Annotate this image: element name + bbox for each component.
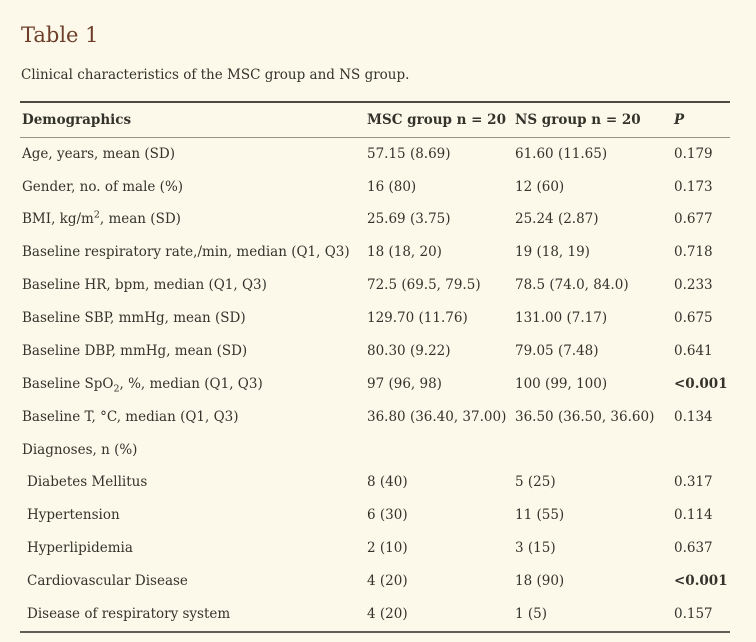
table-row: BMI, kg/m2, mean (SD) 25.69 (3.75) 25.24… — [20, 203, 730, 236]
p-value: 0.179 — [674, 145, 713, 162]
table-header-row: Demographics MSC group n = 20 NS group n… — [20, 101, 730, 138]
ns-group-value: 19 (18, 19) — [515, 244, 590, 261]
ns-group-value — [513, 434, 672, 467]
msc-group-value: 18 (18, 20) — [367, 244, 442, 261]
table-caption: Clinical characteristics of the MSC grou… — [21, 67, 410, 84]
ns-group-value: 18 (90) — [515, 573, 565, 590]
p-value: 0.173 — [674, 178, 713, 195]
row-label: Hyperlipidemia — [27, 540, 133, 557]
table-row: Hypertension 6 (30) 11 (55) 0.114 — [20, 499, 730, 532]
msc-group-value: 6 (30) — [367, 507, 408, 524]
ns-group-value: 36.50 (36.50, 36.60) — [515, 408, 655, 425]
ns-group-value: 1 (5) — [515, 605, 548, 622]
table-row: Baseline HR, bpm, median (Q1, Q3) 72.5 (… — [20, 269, 730, 302]
row-label: Baseline SpO2, %, median (Q1, Q3) — [22, 375, 263, 395]
row-label: Diagnoses, n (%) — [22, 441, 138, 458]
table-row: Cardiovascular Disease 4 (20) 18 (90) <0… — [20, 565, 730, 598]
table-row: Gender, no. of male (%) 16 (80) 12 (60) … — [20, 171, 730, 204]
msc-group-value: 4 (20) — [367, 573, 408, 590]
column-header-ns-group: NS group n = 20 — [513, 101, 672, 138]
p-value: 0.677 — [674, 211, 713, 228]
ns-group-value: 79.05 (7.48) — [515, 342, 599, 359]
ns-group-value: 61.60 (11.65) — [515, 145, 608, 162]
table-row: Age, years, mean (SD) 57.15 (8.69) 61.60… — [20, 137, 730, 170]
table-row: Disease of respiratory system 4 (20) 1 (… — [20, 598, 730, 632]
p-value: 0.637 — [674, 540, 713, 557]
p-value: 0.718 — [674, 244, 713, 261]
row-label: Baseline respiratory rate,/min, median (… — [22, 244, 350, 261]
clinical-characteristics-table: Demographics MSC group n = 20 NS group n… — [20, 100, 730, 633]
ns-group-value: 12 (60) — [515, 178, 565, 195]
row-label: Baseline DBP, mmHg, mean (SD) — [22, 342, 248, 359]
column-header-msc-group: MSC group n = 20 — [365, 101, 513, 138]
p-value: <0.001 — [674, 573, 728, 590]
ns-group-value: 25.24 (2.87) — [515, 211, 599, 228]
msc-group-value: 36.80 (36.40, 37.00) — [367, 408, 507, 425]
table-row: Baseline SBP, mmHg, mean (SD) 129.70 (11… — [20, 302, 730, 335]
table-body: Age, years, mean (SD) 57.15 (8.69) 61.60… — [20, 137, 730, 632]
msc-group-value: 2 (10) — [367, 540, 408, 557]
column-header-demographics: Demographics — [20, 101, 365, 138]
msc-group-value: 97 (96, 98) — [367, 375, 442, 392]
msc-group-value: 16 (80) — [367, 178, 417, 195]
table-row: Baseline SpO2, %, median (Q1, Q3) 97 (96… — [20, 368, 730, 401]
table-row: Baseline T, °C, median (Q1, Q3) 36.80 (3… — [20, 401, 730, 434]
ns-group-value: 11 (55) — [515, 507, 565, 524]
ns-group-value: 131.00 (7.17) — [515, 310, 608, 327]
table-row: Diagnoses, n (%) — [20, 434, 730, 467]
row-label: Baseline T, °C, median (Q1, Q3) — [22, 408, 239, 425]
p-value: 0.317 — [674, 474, 713, 491]
p-value: 0.114 — [674, 507, 713, 524]
table-row: Baseline DBP, mmHg, mean (SD) 80.30 (9.2… — [20, 335, 730, 368]
msc-group-value: 129.70 (11.76) — [367, 310, 468, 327]
msc-group-value: 4 (20) — [367, 605, 408, 622]
row-label: Cardiovascular Disease — [27, 573, 188, 590]
row-label: Baseline HR, bpm, median (Q1, Q3) — [22, 277, 267, 294]
row-label: Disease of respiratory system — [27, 605, 231, 622]
column-header-p-value: P — [672, 101, 730, 138]
msc-group-value: 72.5 (69.5, 79.5) — [367, 277, 481, 294]
ns-group-value: 100 (99, 100) — [515, 375, 608, 392]
p-value — [672, 434, 730, 467]
ns-group-value: 3 (15) — [515, 540, 556, 557]
table-row: Hyperlipidemia 2 (10) 3 (15) 0.637 — [20, 532, 730, 565]
p-value: 0.157 — [674, 605, 713, 622]
p-value: <0.001 — [674, 375, 728, 392]
msc-group-value — [365, 434, 513, 467]
row-label: Baseline SBP, mmHg, mean (SD) — [22, 310, 246, 327]
row-label: Diabetes Mellitus — [27, 474, 148, 491]
msc-group-value: 57.15 (8.69) — [367, 145, 451, 162]
row-label: BMI, kg/m2, mean (SD) — [22, 209, 181, 228]
p-value: 0.641 — [674, 342, 713, 359]
msc-group-value: 25.69 (3.75) — [367, 211, 451, 228]
ns-group-value: 5 (25) — [515, 474, 556, 491]
table-title: Table 1 — [21, 23, 99, 47]
table-row: Baseline respiratory rate,/min, median (… — [20, 236, 730, 269]
p-value: 0.134 — [674, 408, 713, 425]
row-label: Gender, no. of male (%) — [22, 178, 184, 195]
table-row: Diabetes Mellitus 8 (40) 5 (25) 0.317 — [20, 466, 730, 499]
p-value: 0.675 — [674, 310, 713, 327]
msc-group-value: 80.30 (9.22) — [367, 342, 451, 359]
p-value: 0.233 — [674, 277, 713, 294]
row-label: Age, years, mean (SD) — [22, 145, 176, 162]
ns-group-value: 78.5 (74.0, 84.0) — [515, 277, 629, 294]
msc-group-value: 8 (40) — [367, 474, 408, 491]
row-label: Hypertension — [27, 507, 120, 524]
